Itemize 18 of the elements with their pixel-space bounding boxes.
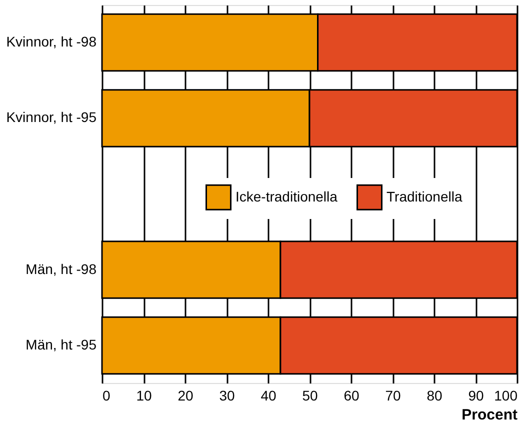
x-tick-label: 40 (260, 388, 276, 404)
x-tick-label: 10 (136, 388, 152, 404)
x-tick-label: 50 (302, 388, 318, 404)
legend-label: Icke-traditionella (236, 188, 338, 204)
x-tick-label: 100 (494, 388, 518, 404)
legend-label: Traditionella (386, 188, 462, 204)
x-tick-label: 0 (102, 388, 110, 404)
x-tick-label: 70 (385, 388, 401, 404)
x-tick-label: 60 (344, 388, 360, 404)
x-axis-title: Procent (462, 406, 518, 424)
y-tick-label: Män, ht -98 (26, 260, 97, 277)
x-tick-label: 20 (178, 388, 194, 404)
y-tick-label: Kvinnor, ht -98 (6, 33, 97, 50)
y-tick-label: Kvinnor, ht -95 (6, 109, 97, 126)
x-tick-label: 90 (468, 388, 484, 404)
x-tick-label: 80 (426, 388, 442, 404)
x-tick-label: 30 (219, 388, 235, 404)
y-tick-label: Män, ht -95 (26, 336, 97, 353)
